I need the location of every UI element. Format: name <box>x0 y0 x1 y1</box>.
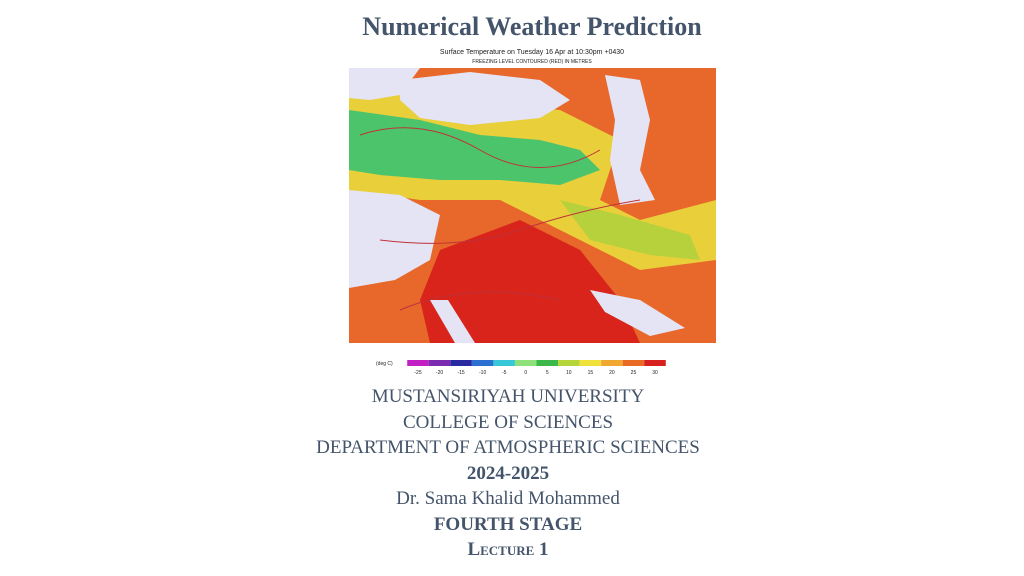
body-line: MUSTANSIRIYAH UNIVERSITY <box>371 386 645 407</box>
caspian-sea <box>605 75 655 205</box>
mediterranean <box>349 190 440 288</box>
legend-unit: (deg C) <box>376 361 393 367</box>
body-line: 2024-2025 <box>466 462 550 484</box>
body-line: DEPARTMENT OF ATMOSPHERIC SCIENCES <box>316 437 700 458</box>
legend-label: -5 <box>502 370 507 376</box>
legend-label: -25 <box>414 370 421 376</box>
legend-label: 0 <box>524 370 527 376</box>
legend-swatch <box>471 360 494 366</box>
legend-swatch <box>493 360 515 366</box>
body-line: COLLEGE OF SCIENCES <box>402 411 614 433</box>
legend-label: 10 <box>566 370 572 376</box>
desert <box>420 220 640 343</box>
black-sea <box>400 72 570 125</box>
legend-swatch <box>622 360 645 366</box>
map-title: Surface Temperature on Tuesday 16 Apr at… <box>440 49 624 56</box>
body-line: Dr. Sama Khalid Mohammed <box>396 488 620 509</box>
legend-swatch <box>428 360 451 366</box>
legend-swatch <box>407 360 429 366</box>
legend-label: 25 <box>631 370 637 376</box>
legend-swatch <box>644 360 666 366</box>
legend: -25 -20 -15 -10 -5 0 5 10 15 20 25 30 <box>407 360 666 376</box>
legend-swatch <box>450 360 472 366</box>
body-line: Lecture 1 <box>467 539 549 560</box>
image-frame <box>349 47 716 383</box>
legend-swatch <box>536 360 559 366</box>
mountain-zone <box>560 200 700 260</box>
legend-label: -15 <box>457 370 464 376</box>
body: MUSTANSIRIYAH UNIVERSITY COLLEGE OF SCIEN… <box>0 384 1016 563</box>
body-line: FOURTH STAGE <box>433 513 583 535</box>
legend-swatch <box>579 360 602 366</box>
persian-gulf <box>590 290 685 336</box>
legend-label: -10 <box>479 370 486 376</box>
land <box>349 68 716 343</box>
legend-label: 5 <box>546 370 549 376</box>
legend-swatch <box>558 360 580 366</box>
legend-swatch <box>514 360 537 366</box>
contour <box>359 127 641 311</box>
legend-swatch <box>601 360 623 366</box>
legend-label: -20 <box>436 370 443 376</box>
legend-label: 30 <box>652 370 658 376</box>
slide-title: Numerical Weather Prediction <box>362 12 702 41</box>
sea <box>349 68 420 100</box>
legend-label: 20 <box>609 370 615 376</box>
warm-zone <box>349 90 716 270</box>
legend-label: 15 <box>588 370 594 376</box>
cool-zone <box>349 110 600 185</box>
map-subtitle: FREEZING LEVEL CONTOURED (RED) IN METRES <box>472 59 592 65</box>
red-sea <box>430 300 475 343</box>
